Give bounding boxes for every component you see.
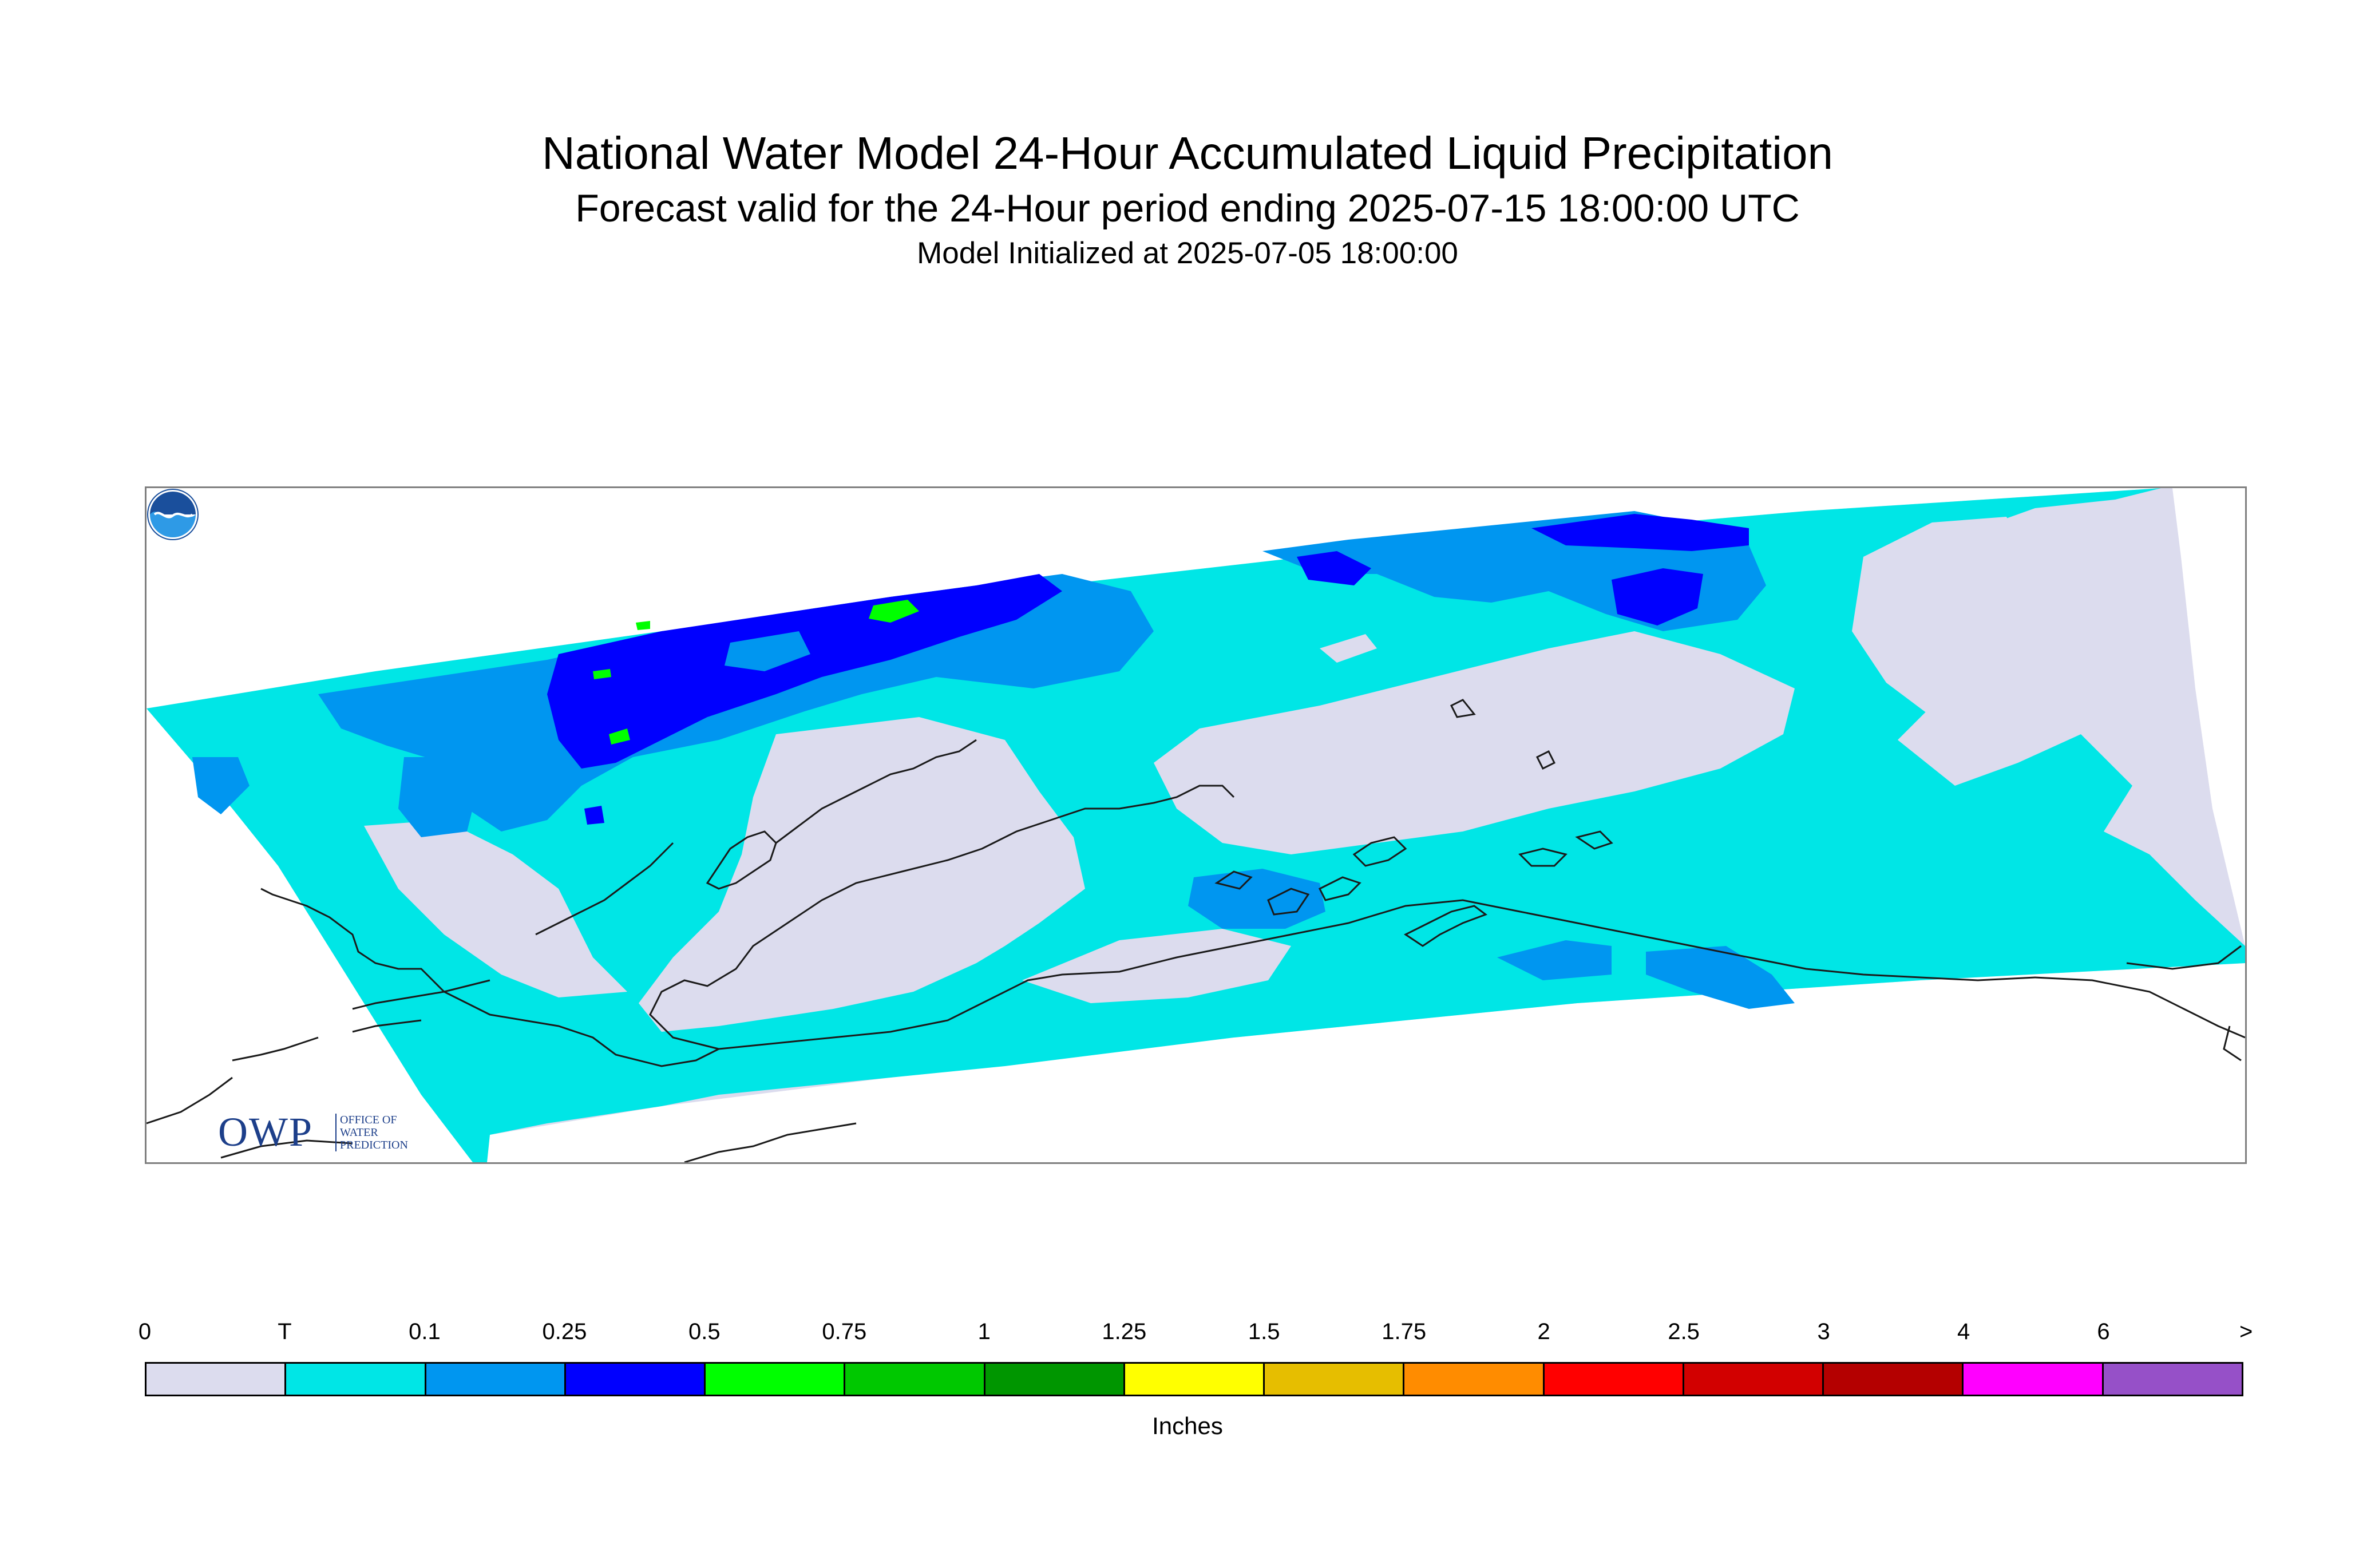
legend-tick-label: 1: [977, 1319, 991, 1344]
model-init-time: Model Initialized at 2025-07-05 18:00:00: [917, 236, 1458, 270]
precip-green-area-3: [593, 669, 611, 679]
owp-logo-text: OWP: [218, 1109, 313, 1155]
legend-tick-label: 0.25: [542, 1319, 587, 1344]
precip-light-area-southwest: [398, 757, 478, 837]
legend-swatch: [1824, 1364, 1964, 1395]
precip-medium-area-northeast-2: [1612, 568, 1703, 625]
owp-sub-line-1: OFFICE OF: [340, 1114, 397, 1126]
legend-swatch: [985, 1364, 1125, 1395]
precip-medium-area-northeast-1: [1531, 514, 1749, 551]
legend-swatch: [1544, 1364, 1684, 1395]
precip-medium-area-north-central: [1297, 551, 1371, 585]
legend-tick-label: 2.5: [1668, 1319, 1700, 1344]
clear-area-northeast: [1852, 517, 2069, 723]
map-title: National Water Model 24-Hour Accumulated…: [542, 128, 1833, 179]
precip-light-area-west: [192, 757, 250, 814]
precip-light-area-east: [1646, 946, 1795, 1009]
legend-swatch: [706, 1364, 846, 1395]
clear-area-west: [364, 820, 627, 997]
map-subtitle: Forecast valid for the 24-Hour period en…: [575, 187, 1800, 230]
legend-units: Inches: [1152, 1412, 1223, 1439]
precip-green-area-1: [869, 600, 919, 623]
map-canvas: [147, 488, 2245, 1162]
precip-medium-area-north: [547, 574, 1062, 769]
legend-swatch: [286, 1364, 426, 1395]
precip-medium-area-small: [584, 806, 604, 825]
precip-green-area-2: [609, 728, 630, 745]
legend-tick-label: 0: [138, 1319, 152, 1344]
legend-swatch: [1964, 1364, 2104, 1395]
legend-swatch: [147, 1364, 287, 1395]
precip-light-area-southeast: [1497, 940, 1612, 980]
legend-swatch: [2103, 1364, 2242, 1395]
legend-tick-label: 2: [1537, 1319, 1550, 1344]
legend-tick-label: T: [278, 1319, 292, 1344]
coastlines: [147, 699, 2245, 1162]
legend-swatch: [845, 1364, 985, 1395]
owp-sub-line-3: PREDICTION: [340, 1139, 408, 1151]
clear-area-small: [1320, 634, 1377, 663]
owp-logo-subtext: OFFICE OF WATER PREDICTION: [335, 1114, 408, 1151]
legend-swatch: [426, 1364, 566, 1395]
legend-swatch: [1404, 1364, 1545, 1395]
legend-tick-label: 1.75: [1382, 1319, 1427, 1344]
noaa-icon: [147, 489, 199, 540]
owp-logo: OWP OFFICE OF WATER PREDICTION: [218, 1109, 441, 1155]
legend-tick-label: >: [2239, 1319, 2253, 1344]
precipitation-map: OWP OFFICE OF WATER PREDICTION: [145, 486, 2247, 1164]
legend-swatch: [565, 1364, 706, 1395]
owp-sub-line-2: WATER: [340, 1126, 378, 1139]
legend-tick-label: 1.25: [1102, 1319, 1147, 1344]
legend-tick-label: 0.1: [409, 1319, 441, 1344]
legend-tick-label: 1.5: [1248, 1319, 1280, 1344]
legend-tick-label: 6: [2097, 1319, 2110, 1344]
legend-tick-label: 0.75: [822, 1319, 867, 1344]
legend-tick-label: 0.5: [688, 1319, 721, 1344]
legend-tick-label: 4: [1957, 1319, 1970, 1344]
legend-swatch: [1684, 1364, 1824, 1395]
color-legend: [145, 1362, 2243, 1396]
clear-area-central: [639, 717, 1085, 1032]
legend-swatch: [1265, 1364, 1405, 1395]
legend-tick-label: 3: [1817, 1319, 1830, 1344]
precip-light-area-hole: [725, 631, 810, 671]
legend-swatch: [1125, 1364, 1265, 1395]
legend-tick-labels: 0 T 0.1 0.25 0.5 0.75 1 1.25 1.5 1.75 2 2.5 3 4 6 >: [138, 1319, 2253, 1353]
precip-green-area-4: [636, 621, 650, 630]
clear-area-east: [1154, 631, 1795, 854]
